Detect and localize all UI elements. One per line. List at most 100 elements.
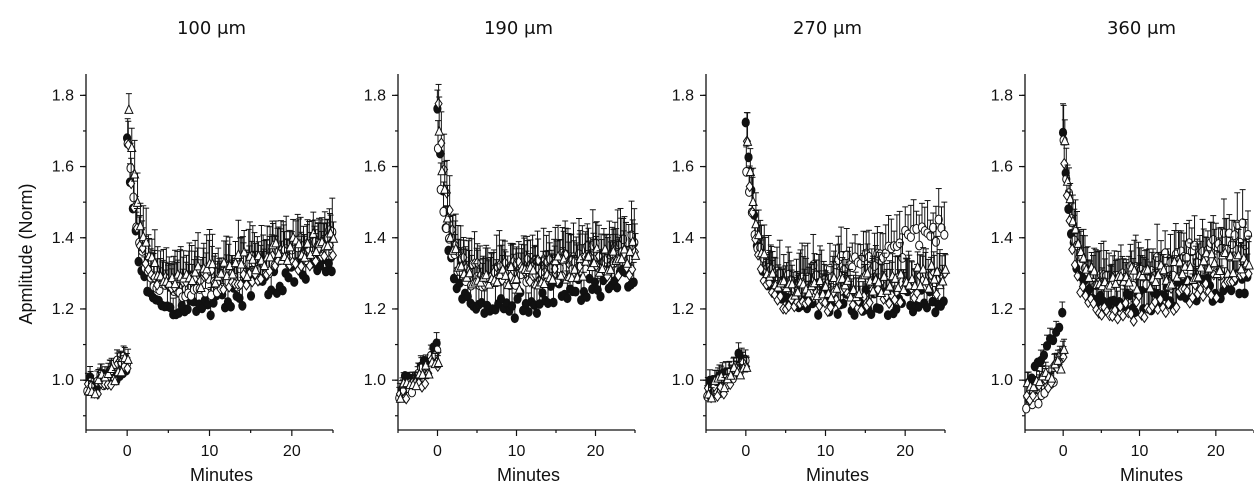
data-point (320, 250, 329, 263)
data-point (1201, 247, 1212, 258)
data-point (193, 260, 203, 271)
data-point (829, 271, 839, 283)
data-point (219, 256, 229, 267)
y-tick-label: 1.8 (52, 87, 74, 104)
data-point (578, 270, 588, 281)
data-point (1188, 291, 1197, 304)
x-axis-label: Minutes (806, 465, 869, 485)
data-point (503, 278, 514, 290)
data-point (1240, 288, 1249, 299)
data-point (848, 283, 859, 294)
data-point (1078, 252, 1089, 263)
x-tick-label: 0 (741, 443, 750, 460)
data-point (129, 168, 140, 179)
data-point (285, 241, 296, 252)
data-point (1150, 275, 1161, 286)
data-point (236, 258, 247, 269)
data-point (411, 379, 422, 391)
data-point (1204, 262, 1214, 273)
data-point (893, 281, 903, 292)
data-point (1174, 256, 1185, 267)
data-point (875, 303, 884, 314)
x-axis-label: Minutes (190, 465, 253, 485)
data-point (865, 296, 874, 309)
y-axis-label: Apmlitude (Norm) (16, 183, 36, 324)
data-point (1225, 250, 1236, 261)
data-point (219, 283, 228, 296)
data-point (600, 243, 610, 254)
x-tick-label: 10 (508, 443, 526, 460)
data-point (450, 242, 461, 254)
data-point (1049, 335, 1058, 346)
data-point (1055, 322, 1064, 333)
data-point (735, 369, 746, 380)
data-point (804, 287, 814, 298)
data-point (563, 293, 572, 304)
y-tick-label: 1.6 (991, 159, 1013, 176)
data-point (1097, 309, 1106, 321)
data-point (305, 259, 314, 272)
data-point (848, 298, 857, 311)
data-point (742, 135, 753, 146)
data-point (873, 276, 884, 287)
data-point (1172, 301, 1181, 314)
data-point (613, 282, 622, 293)
data-point (583, 250, 594, 261)
data-point (230, 256, 241, 268)
panel-title: 270 μm (793, 18, 862, 39)
data-point (608, 245, 619, 256)
data-point (1145, 282, 1156, 293)
data-point (1140, 311, 1149, 324)
data-point (885, 297, 894, 310)
y-tick-label: 1.2 (52, 301, 74, 318)
data-point (929, 222, 938, 233)
panel-title: 360 μm (1107, 18, 1176, 39)
data-point (514, 283, 525, 294)
data-point (420, 359, 431, 370)
y-tick-label: 1.0 (364, 372, 386, 389)
data-point (741, 361, 752, 372)
data-point (227, 268, 238, 279)
data-point (250, 264, 261, 275)
data-point (395, 392, 406, 403)
data-point (1034, 375, 1045, 387)
data-point (792, 286, 803, 297)
data-point (1059, 351, 1068, 363)
data-point (294, 238, 304, 249)
data-point (630, 249, 641, 260)
data-point (867, 309, 876, 320)
y-tick-label: 1.4 (991, 230, 1013, 247)
data-point (850, 310, 859, 320)
data-point (434, 97, 443, 110)
data-point (589, 257, 599, 268)
data-point (843, 274, 853, 285)
data-point (854, 288, 864, 299)
data-point (931, 236, 941, 247)
data-point (201, 263, 212, 274)
data-point (1230, 230, 1239, 241)
x-tick-label: 10 (201, 443, 219, 460)
data-point (759, 248, 770, 259)
data-point (571, 286, 580, 297)
data-point (1142, 263, 1153, 274)
data-point (921, 275, 931, 286)
data-point (1034, 398, 1043, 409)
y-tick-label: 1.8 (991, 87, 1013, 104)
data-point (510, 313, 519, 324)
data-point (1065, 192, 1075, 204)
y-tick-label: 1.6 (364, 159, 386, 176)
data-point (1243, 229, 1253, 240)
x-tick-label: 20 (283, 443, 301, 460)
data-point (424, 368, 434, 379)
y-tick-label: 1.6 (672, 159, 694, 176)
data-point (524, 307, 533, 317)
data-point (1064, 204, 1073, 215)
data-point (706, 392, 717, 403)
data-point (1220, 246, 1230, 257)
data-point (1177, 268, 1188, 279)
data-point (1056, 363, 1066, 374)
data-point (216, 267, 226, 278)
data-point (187, 274, 198, 285)
data-point (929, 273, 940, 284)
data-point (857, 304, 866, 317)
